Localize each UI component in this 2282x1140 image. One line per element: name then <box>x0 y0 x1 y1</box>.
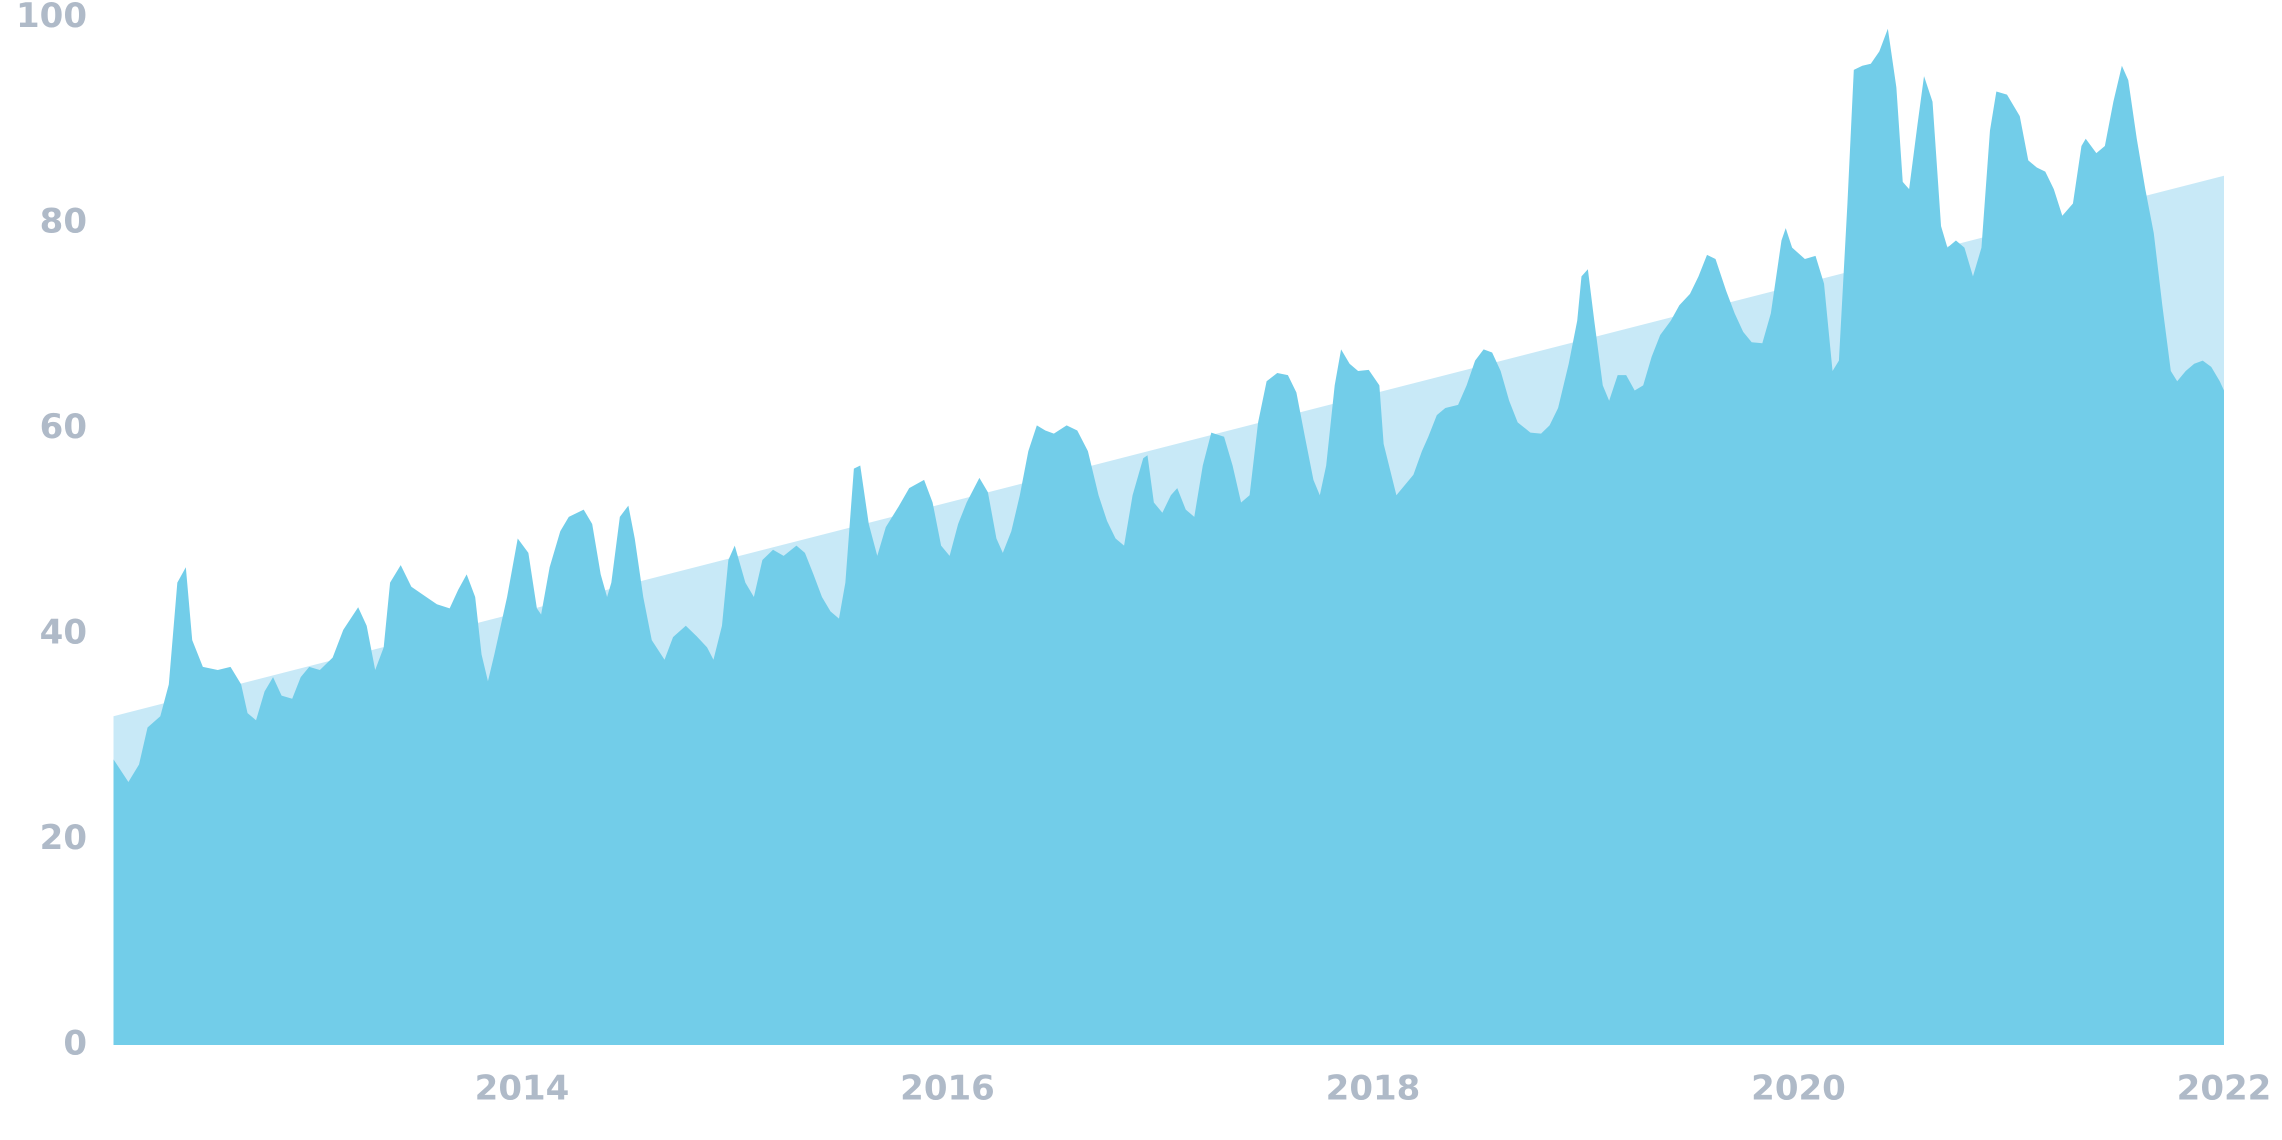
y-tick-label: 80 <box>40 202 87 242</box>
y-tick-label: 20 <box>40 818 87 858</box>
x-tick-label: 2022 <box>2177 1069 2272 1109</box>
x-tick-label: 2020 <box>1751 1069 1846 1109</box>
y-tick-label: 100 <box>16 0 87 36</box>
y-tick-label: 0 <box>63 1024 87 1064</box>
y-tick-label: 60 <box>40 407 87 447</box>
x-tick-label: 2018 <box>1326 1069 1421 1109</box>
y-tick-label: 40 <box>40 613 87 653</box>
area <box>113 28 2224 1046</box>
x-tick-label: 2016 <box>900 1069 995 1109</box>
x-tick-label: 2014 <box>475 1069 570 1109</box>
